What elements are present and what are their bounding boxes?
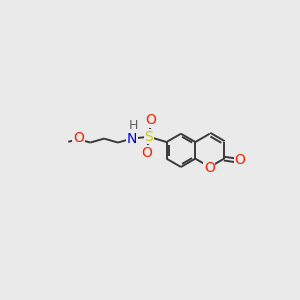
Text: O: O bbox=[146, 113, 156, 128]
Text: H: H bbox=[129, 119, 138, 132]
Text: S: S bbox=[145, 130, 153, 144]
Text: O: O bbox=[204, 161, 215, 175]
Text: N: N bbox=[126, 132, 137, 145]
Text: O: O bbox=[235, 153, 245, 167]
Text: O: O bbox=[142, 146, 153, 160]
Text: O: O bbox=[73, 131, 84, 145]
